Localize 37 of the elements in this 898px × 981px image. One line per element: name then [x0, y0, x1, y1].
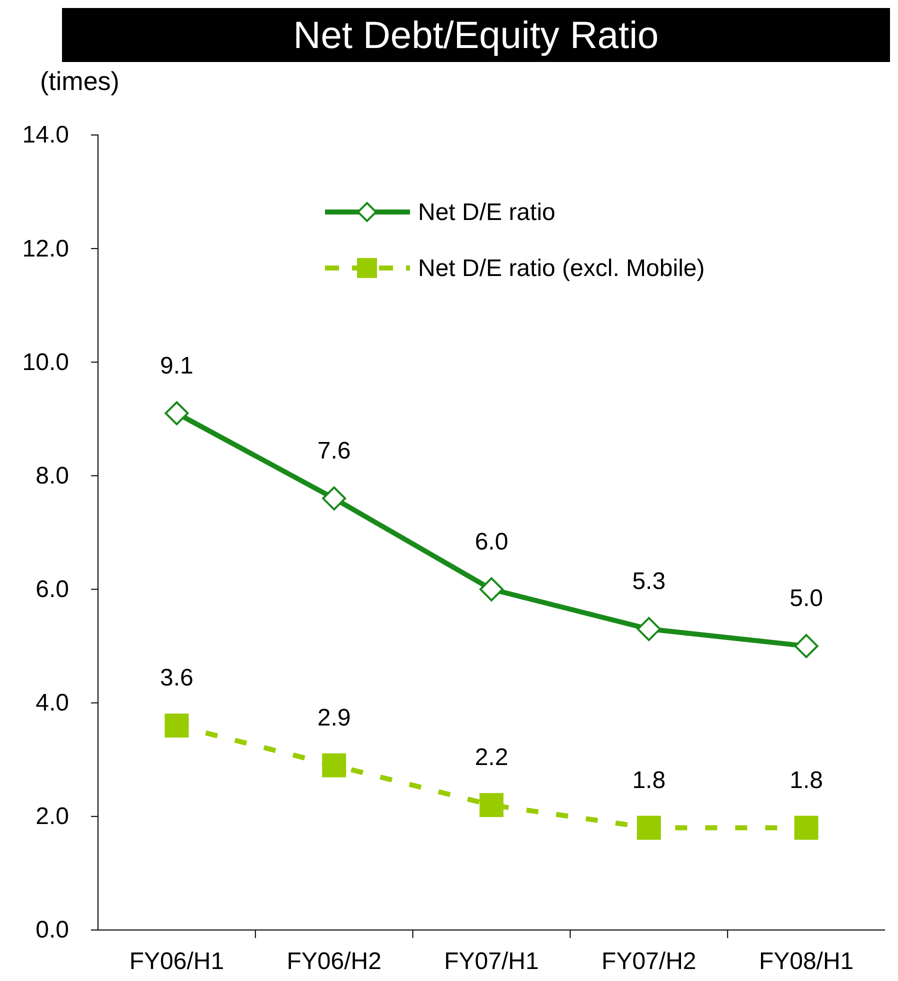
data-label: 3.6	[160, 664, 194, 692]
point	[636, 617, 661, 642]
y-axis-title: (times)	[40, 66, 120, 96]
y-tick-label: 0.0	[36, 916, 69, 944]
point	[322, 753, 346, 778]
data-label: 9.1	[160, 352, 194, 380]
y-tick-label: 2.0	[36, 803, 69, 830]
point	[794, 816, 818, 840]
legend-label: Net D/E ratio (excl. Mobile)	[418, 255, 705, 282]
point	[480, 577, 504, 602]
point	[480, 793, 504, 818]
x-tick-label: FY07/H1	[444, 948, 539, 976]
data-label: 1.8	[790, 766, 823, 794]
point	[164, 401, 189, 426]
data-label: 6.0	[474, 528, 508, 556]
y-tick-label: 14.0	[22, 122, 69, 149]
data-label: 1.8	[632, 766, 666, 794]
point	[322, 486, 346, 510]
y-tick-label: 12.0	[22, 235, 69, 262]
y-tick-label: 6.0	[36, 576, 69, 603]
data-label: 2.2	[474, 744, 508, 772]
legend-label: Net D/E ratio	[418, 199, 556, 226]
y-tick-label: 10.0	[22, 348, 69, 376]
x-tick-label: FY07/H2	[602, 948, 696, 976]
y-tick-label: 4.0	[36, 690, 69, 717]
x-tick-label: FY06/H1	[129, 948, 224, 976]
x-tick-label: FY08/H1	[758, 948, 854, 976]
chart-title: Net Debt/Equity Ratio	[293, 15, 659, 57]
x-tick-label: FY06/H2	[286, 948, 382, 976]
point	[636, 816, 661, 840]
data-label: 5.0	[790, 585, 823, 612]
point	[164, 714, 189, 738]
y-tick-label: 8.0	[36, 462, 69, 490]
data-label: 5.3	[632, 568, 666, 596]
data-label: 2.9	[317, 704, 351, 732]
point	[794, 634, 818, 658]
data-label: 7.6	[317, 437, 351, 464]
